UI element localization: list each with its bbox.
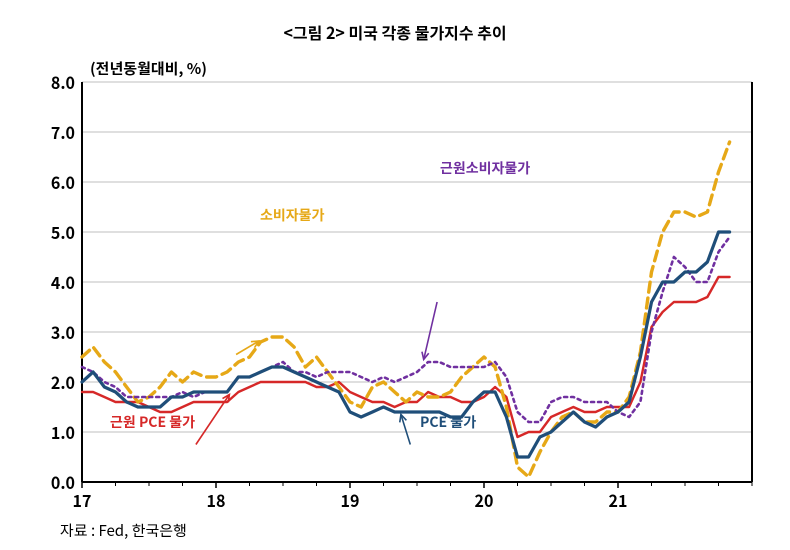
y-tick-label: 3.0 <box>30 320 75 344</box>
y-tick-label: 0.0 <box>30 470 75 494</box>
chart-title: <그림 2> 미국 각종 물가지수 추이 <box>0 20 790 44</box>
chart-source: 자료 : Fed, 한국은행 <box>60 520 187 541</box>
y-tick-label: 1.0 <box>30 420 75 444</box>
x-tick-label: 17 <box>73 488 92 512</box>
x-tick-label: 18 <box>207 488 226 512</box>
annotation-cpi: 소비자물가 <box>260 205 324 225</box>
y-tick-label: 2.0 <box>30 370 75 394</box>
annotation-pce: PCE 물가 <box>420 412 476 432</box>
y-tick-label: 6.0 <box>30 170 75 194</box>
annotation-core-pce: 근원 PCE 물가 <box>110 412 195 432</box>
y-axis-labels: 0.01.02.03.04.05.06.07.08.0 <box>30 70 75 482</box>
y-tick-label: 8.0 <box>30 70 75 94</box>
x-tick-label: 21 <box>609 488 628 512</box>
y-tick-label: 7.0 <box>30 120 75 144</box>
y-tick-label: 5.0 <box>30 220 75 244</box>
x-tick-label: 19 <box>341 488 360 512</box>
x-axis-labels: 1718192021 <box>82 488 752 510</box>
x-tick-label: 20 <box>475 488 494 512</box>
y-tick-label: 4.0 <box>30 270 75 294</box>
chart-subtitle: (전년동월대비, %) <box>90 58 207 79</box>
annotation-core-cpi: 근원소비자물가 <box>440 158 530 178</box>
